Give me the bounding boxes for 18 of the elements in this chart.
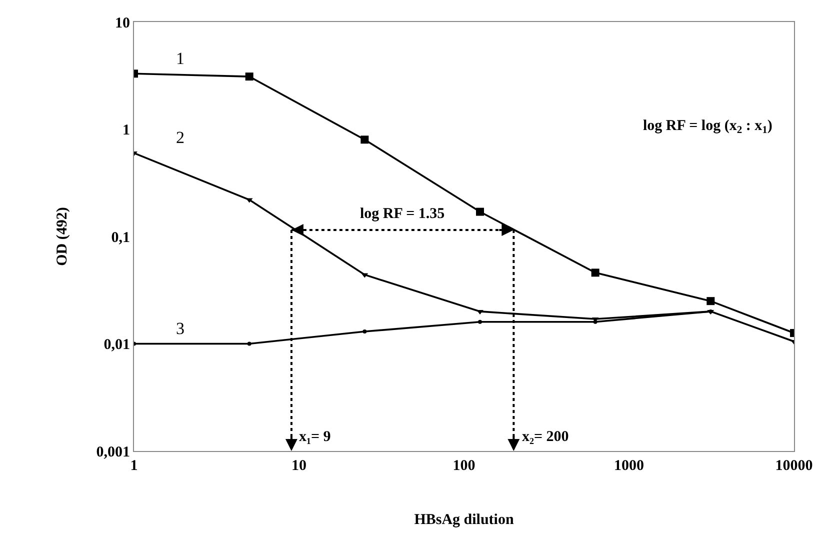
- series-label: 2: [176, 128, 184, 147]
- ref-line-label: x₁= 9: [299, 429, 331, 445]
- x-tick-label: 10000: [775, 458, 813, 474]
- y-tick-label: 10: [115, 15, 130, 32]
- x-axis-title: HBsAg dilution: [414, 512, 514, 528]
- x-tick-label: 100: [452, 458, 476, 474]
- y-tick-label: 0,01: [104, 337, 130, 353]
- series-label: 3: [176, 319, 184, 338]
- ref-line-label: x₂= 200: [522, 429, 569, 445]
- x-tick-label: 1000: [614, 458, 644, 474]
- annotation: log RF = log (x$_{2}$ : x$_{1}$): [643, 118, 772, 136]
- series-label: 1: [176, 49, 184, 68]
- y-axis-title: OD (492): [54, 207, 70, 266]
- y-tick-label: 1: [122, 122, 130, 138]
- annotation: log RF = 1.35: [360, 206, 445, 222]
- y-tick-label: 0,1: [111, 230, 130, 246]
- x-tick-label: 10: [292, 458, 306, 474]
- y-tick-label: 0,001: [96, 444, 130, 460]
